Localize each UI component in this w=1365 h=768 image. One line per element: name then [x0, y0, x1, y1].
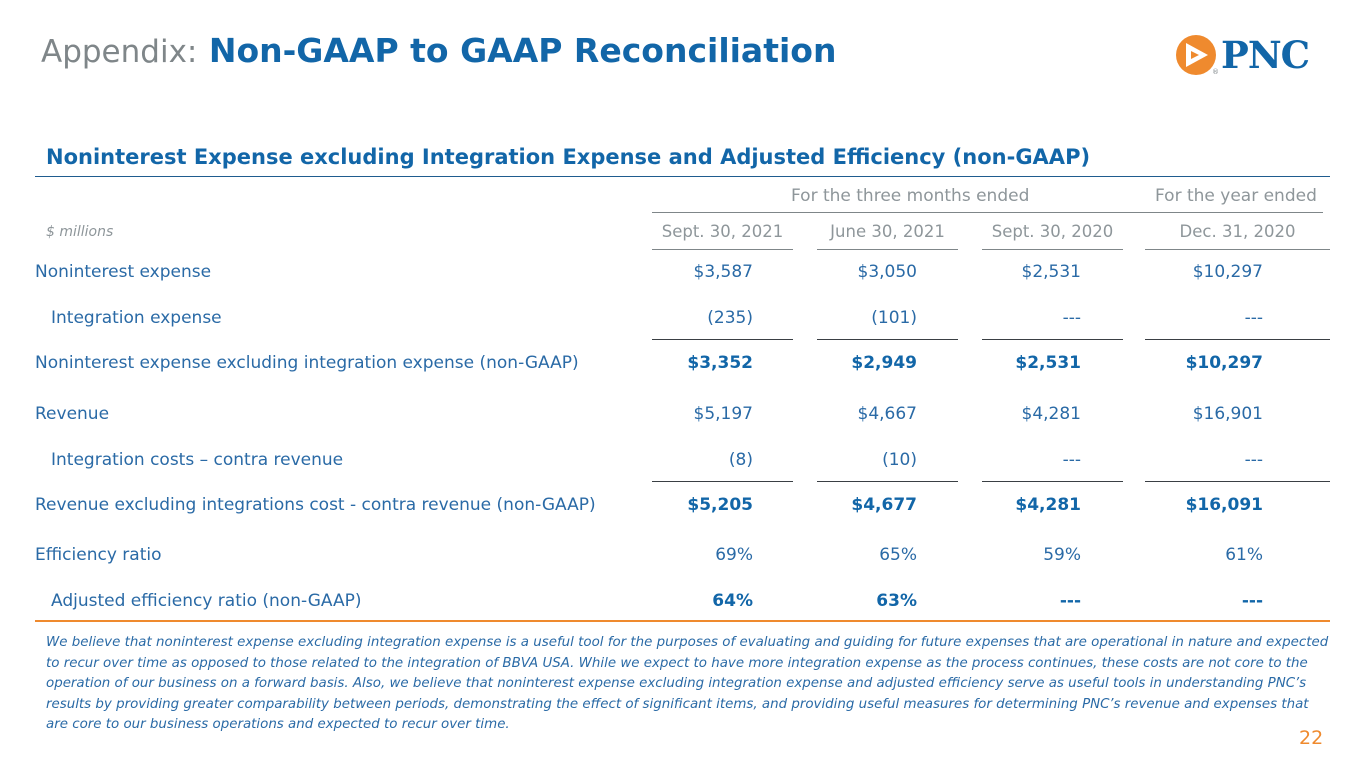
- table-cell: $10,297: [1185, 353, 1263, 373]
- table-cell: ---: [1244, 308, 1263, 328]
- table-cell: $2,949: [851, 353, 917, 373]
- table-cell: ---: [1062, 308, 1081, 328]
- row-label-efficiency-ratio: Efficiency ratio: [35, 545, 162, 565]
- row-label-noninterest-expense: Noninterest expense: [35, 262, 212, 282]
- row-label-noninterest-expense-excl: Noninterest expense excluding integratio…: [35, 353, 579, 373]
- table-cell: $5,205: [687, 495, 753, 515]
- subtotal-rule: [982, 481, 1123, 482]
- row-label-integration-expense: Integration expense: [51, 308, 222, 328]
- table-title: Noninterest Expense excluding Integratio…: [46, 145, 1091, 169]
- header-three-months: For the three months ended: [791, 186, 1030, 206]
- footnote: We believe that noninterest expense excl…: [46, 635, 1329, 732]
- table-cell: $2,531: [1015, 353, 1081, 373]
- table-cell: ---: [1241, 591, 1263, 611]
- table-cell: ---: [1244, 450, 1263, 470]
- table-cell: 59%: [1043, 545, 1081, 565]
- subtotal-rule: [652, 481, 793, 482]
- table-cell: (10): [882, 450, 917, 470]
- header-year-ended: For the year ended: [1155, 186, 1317, 206]
- title-prefix: Appendix:: [41, 34, 198, 70]
- table-cell: 65%: [879, 545, 917, 565]
- row-label-adjusted-efficiency: Adjusted efficiency ratio (non-GAAP): [51, 591, 362, 611]
- pnc-logo: PNC ®: [1175, 33, 1310, 77]
- table-cell: ---: [1059, 591, 1081, 611]
- subtotal-rule: [817, 339, 958, 340]
- subtotal-rule: [982, 339, 1123, 340]
- table-cell: $4,281: [1015, 495, 1081, 515]
- table-cell: $4,667: [857, 404, 917, 424]
- title-main: Non-GAAP to GAAP Reconciliation: [208, 31, 837, 70]
- pnc-wordmark: PNC: [1221, 33, 1310, 77]
- table-cell: $3,587: [693, 262, 753, 282]
- table-cell: 63%: [876, 591, 917, 611]
- table-cell: $4,281: [1021, 404, 1081, 424]
- registered-mark: ®: [1212, 68, 1219, 76]
- col-header-sept-2021: Sept. 30, 2021: [661, 222, 784, 241]
- table-cell: (235): [707, 308, 753, 328]
- subtotal-rule: [1145, 339, 1330, 340]
- pnc-mark-icon: [1176, 35, 1216, 75]
- table-cell: $16,091: [1185, 495, 1263, 515]
- row-label-integration-costs: Integration costs – contra revenue: [51, 450, 344, 470]
- col-header-sept-2020: Sept. 30, 2020: [991, 222, 1114, 241]
- col-header-line: [1145, 249, 1330, 250]
- table-cell: $3,352: [687, 353, 753, 373]
- table-cell: 61%: [1225, 545, 1263, 565]
- col-header-line: [652, 249, 793, 250]
- table-cell: (8): [728, 450, 753, 470]
- table-cell: ---: [1062, 450, 1081, 470]
- title-divider: [35, 176, 1330, 177]
- table-cell: $2,531: [1021, 262, 1081, 282]
- subtotal-rule: [1145, 481, 1330, 482]
- table-cell: (101): [871, 308, 917, 328]
- col-header-june-2021: June 30, 2021: [830, 222, 945, 241]
- table-cell: 64%: [712, 591, 753, 611]
- table-cell: 69%: [715, 545, 753, 565]
- col-header-dec-2020: Dec. 31, 2020: [1179, 222, 1296, 241]
- table-cell: $3,050: [857, 262, 917, 282]
- subtotal-rule: [817, 481, 958, 482]
- group-header-line: [652, 212, 1323, 213]
- page-number: 22: [1299, 727, 1324, 749]
- row-label-revenue: Revenue: [35, 404, 110, 424]
- units-label: $ millions: [46, 224, 114, 240]
- table-bottom-rule: [35, 620, 1330, 622]
- row-label-revenue-excl: Revenue excluding integrations cost - co…: [35, 495, 596, 515]
- subtotal-rule: [652, 339, 793, 340]
- col-header-line: [817, 249, 958, 250]
- table-cell: $5,197: [693, 404, 753, 424]
- table-cell: $16,901: [1192, 404, 1263, 424]
- table-cell: $4,677: [851, 495, 917, 515]
- page-title: Appendix: Non-GAAP to GAAP Reconciliatio…: [41, 30, 836, 71]
- col-header-line: [982, 249, 1123, 250]
- table-cell: $10,297: [1192, 262, 1263, 282]
